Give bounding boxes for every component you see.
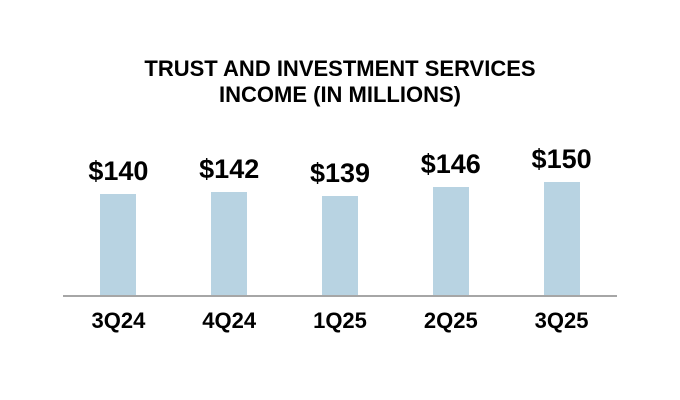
x-axis-line [63, 295, 617, 297]
bar [321, 196, 358, 296]
bar-group-3q24: $140 [63, 136, 174, 296]
x-axis-label-3q24: 3Q24 [91, 308, 146, 333]
bar-group-1q25: $139 [285, 136, 396, 296]
chart-title-line-2: INCOME (IN MILLIONS) [219, 82, 461, 107]
bar [100, 194, 137, 296]
bar [432, 187, 469, 296]
bar-group-2q25: $146 [395, 136, 506, 296]
bar-value-label: $139 [309, 158, 371, 188]
plot-area: $140 $142 $139 $146 $150 [63, 136, 617, 296]
bar [211, 192, 248, 296]
bar-value-label: $150 [531, 144, 592, 174]
bar-group-4q24: $142 [174, 136, 285, 296]
chart-title: TRUST AND INVESTMENT SERVICES INCOME (IN… [0, 56, 680, 108]
x-axis-label-1q25: 1Q25 [313, 308, 367, 333]
chart-title-line-1: TRUST AND INVESTMENT SERVICES [144, 56, 536, 81]
bar-value-label: $142 [199, 154, 260, 184]
x-axis-label-4q24: 4Q24 [202, 308, 257, 333]
x-axis-label-3q25: 3Q25 [534, 308, 589, 333]
bar-value-label: $146 [420, 149, 481, 179]
x-axis-labels: 3Q24 4Q24 1Q25 2Q25 3Q25 [63, 308, 617, 334]
bar-value-label: $140 [88, 156, 149, 186]
bar-group-3q25: $150 [506, 136, 617, 296]
bar [543, 182, 580, 296]
x-axis-label-2q25: 2Q25 [423, 308, 478, 333]
